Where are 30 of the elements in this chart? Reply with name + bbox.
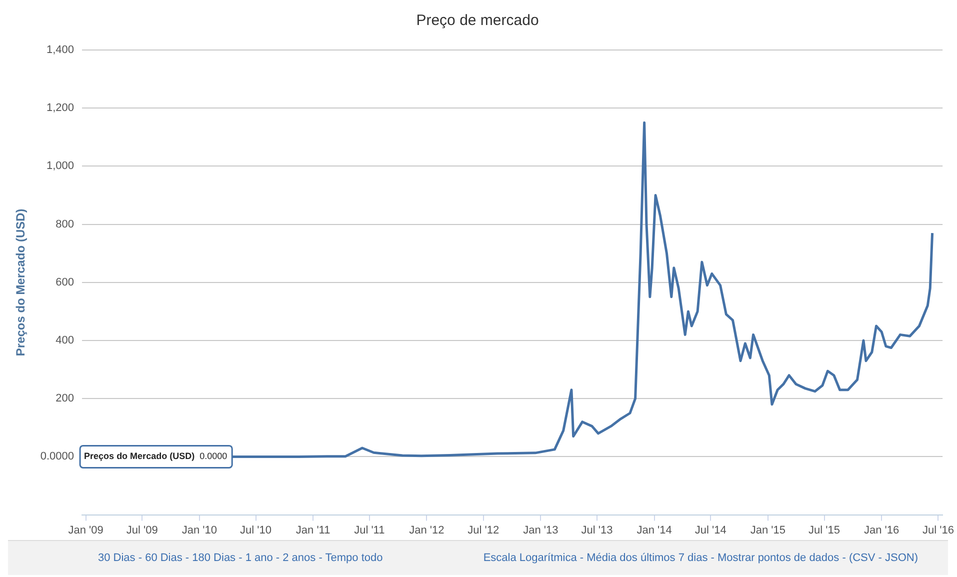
x-tick-label: Jan '14 [636, 524, 672, 536]
chart-title: Preço de mercado [416, 12, 539, 30]
x-tick-label: Jan '13 [523, 524, 558, 536]
text: 30 Dias - 60 Dias - 180 Dias - 1 ano - 2 anos - Tempo todo [97, 552, 383, 564]
x-tick-label: Jan '16 [864, 524, 900, 536]
x-tick-label: Jul '16 [922, 524, 954, 536]
y-tick-label: 0.0000 [40, 450, 74, 463]
y-tick-label: 800 [56, 218, 74, 230]
y-tick-label: 1,200 [46, 102, 74, 114]
x-tick-label: Jan '11 [296, 524, 330, 536]
x-tick-label: Jul '09 [126, 524, 158, 536]
x-tick-label: Jul '10 [240, 524, 272, 536]
x-tick-label: Jul '11 [354, 524, 385, 536]
x-tick-label: Jul '12 [468, 524, 500, 536]
x-tick-label: Jul '13 [581, 524, 613, 536]
x-tick-label: Jan '09 [68, 524, 104, 536]
y-axis-title: Preços do Mercado (USD) [14, 208, 28, 356]
text: Escala Logarítmica - Média dos últimos 7 dias - Mostrar pontos de dados - (CSV - JSON) [483, 552, 919, 564]
y-tick-label: 200 [56, 392, 74, 405]
y-tick-label: 600 [56, 276, 74, 288]
x-tick-label: Jan '12 [409, 524, 444, 536]
x-tick-label: Jan '10 [182, 524, 217, 536]
text: Preços do Mercado (USD) [84, 451, 195, 462]
y-tick-label: 400 [56, 334, 74, 347]
x-tick-label: Jul '14 [694, 524, 726, 536]
y-tick-label: 1,400 [46, 44, 74, 56]
annotation: 0.0000 [200, 451, 228, 462]
x-tick-label: Jul '15 [808, 524, 840, 536]
x-tick-label: Jan '15 [750, 524, 786, 536]
y-tick-label: 1,000 [46, 160, 74, 172]
